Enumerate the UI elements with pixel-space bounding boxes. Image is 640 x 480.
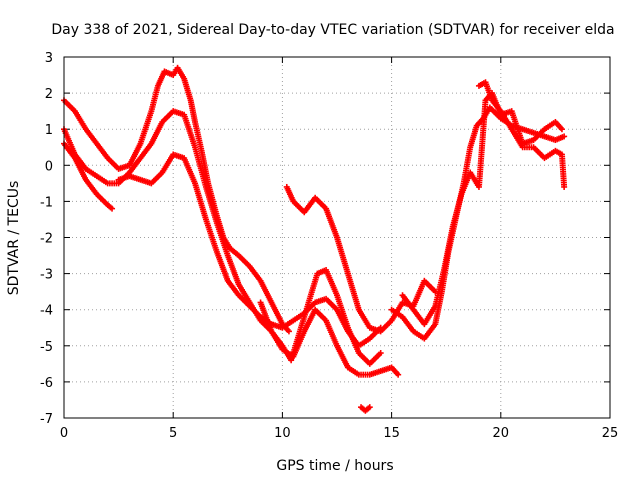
x-tick-label: 5	[169, 426, 177, 441]
y-tick-label: 0	[45, 159, 53, 174]
data-points	[61, 64, 568, 414]
y-tick-label: 3	[45, 51, 53, 66]
data-point	[285, 328, 292, 335]
data-point	[395, 371, 402, 378]
data-point	[558, 126, 565, 133]
y-tick-label: -6	[40, 376, 53, 391]
y-tick-label: -3	[40, 268, 53, 283]
y-tick-label: 2	[45, 87, 53, 102]
y-tick-label: 1	[45, 123, 53, 138]
data-point	[109, 205, 116, 212]
y-tick-label: -5	[40, 340, 53, 355]
y-tick-label: -2	[40, 232, 53, 247]
x-tick-label: 10	[274, 426, 291, 441]
chart-title: Day 338 of 2021, Sidereal Day-to-day VTE…	[51, 22, 614, 38]
data-point	[366, 404, 373, 411]
x-tick-label: 25	[602, 426, 619, 441]
data-point	[377, 350, 384, 357]
y-axis-label: SDTVAR / TECUs	[6, 181, 22, 296]
data-point	[561, 183, 568, 190]
plot-frame	[63, 56, 611, 419]
y-tick-label: -7	[40, 412, 53, 427]
data-point	[561, 133, 568, 140]
x-tick-label: 0	[60, 426, 68, 441]
x-tick-label: 15	[383, 426, 400, 441]
x-tick-label: 20	[493, 426, 510, 441]
x-axis-label: GPS time / hours	[276, 458, 393, 474]
y-tick-label: -1	[40, 195, 53, 210]
y-tick-label: -4	[40, 304, 53, 319]
